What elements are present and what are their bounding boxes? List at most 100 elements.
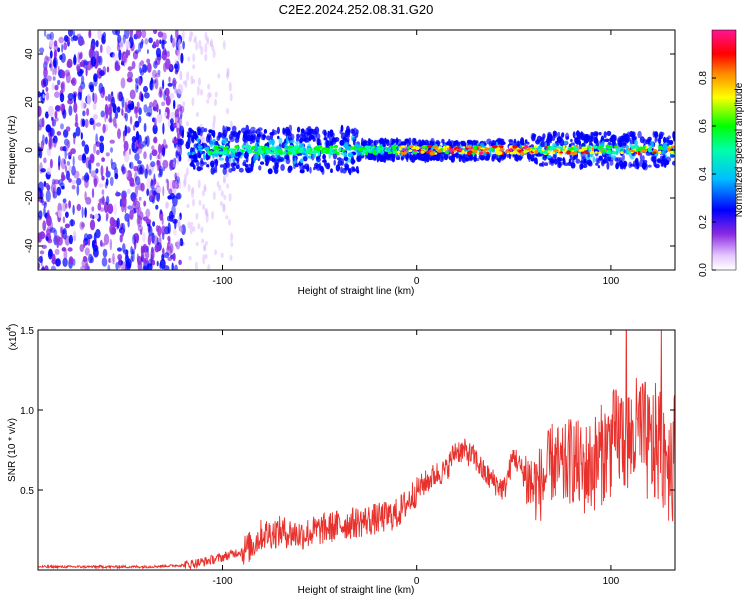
heatmap-blob	[226, 69, 230, 80]
heatmap-blob	[598, 155, 603, 161]
heatmap-blob	[73, 92, 77, 104]
heatmap-blob	[177, 52, 181, 61]
heatmap-blob	[204, 240, 208, 246]
heatmap-blob	[214, 98, 217, 107]
heatmap-blob	[400, 145, 406, 149]
heatmap-blob	[135, 30, 142, 39]
heatmap-blob	[200, 88, 203, 96]
heatmap-blob	[163, 90, 166, 101]
heatmap-blob	[40, 197, 44, 204]
heatmap-blob	[191, 162, 195, 168]
heatmap-blob	[84, 191, 87, 201]
heatmap-blob	[146, 58, 151, 64]
heatmap-blob	[391, 149, 395, 152]
heatmap-blob	[222, 129, 228, 138]
heatmap-blob	[462, 146, 466, 149]
heatmap-blob	[93, 175, 99, 185]
spectrogram-x-tick-label: 0	[414, 276, 420, 287]
heatmap-blob	[252, 130, 257, 134]
heatmap-blob	[90, 38, 96, 51]
heatmap-blob	[303, 163, 310, 170]
heatmap-blob	[253, 133, 256, 140]
heatmap-blob	[570, 151, 573, 156]
heatmap-blob	[135, 200, 141, 210]
heatmap-blob	[603, 148, 607, 151]
heatmap-blob	[559, 151, 564, 154]
heatmap-blob	[179, 226, 183, 232]
heatmap-blob	[192, 131, 197, 135]
heatmap-blob	[535, 139, 541, 145]
heatmap-blob	[421, 139, 425, 146]
heatmap-blob	[61, 185, 65, 190]
heatmap-blob	[292, 154, 295, 162]
heatmap-blob	[546, 138, 550, 143]
snr-y-tick-label: 0.5	[20, 486, 34, 497]
heatmap-blob	[138, 78, 142, 86]
heatmap-blob	[408, 137, 412, 146]
heatmap-blob	[220, 252, 224, 258]
heatmap-blob	[458, 148, 464, 151]
heatmap-blob	[143, 200, 147, 207]
heatmap-blob	[137, 206, 142, 214]
snr-scale-label: (x104)	[6, 324, 19, 351]
heatmap-blob	[127, 66, 133, 71]
heatmap-blob	[606, 130, 612, 137]
heatmap-blob	[627, 148, 630, 151]
heatmap-blob	[494, 153, 498, 160]
heatmap-blob	[196, 85, 200, 96]
heatmap-blob	[59, 92, 65, 103]
heatmap-blob	[232, 158, 236, 162]
heatmap-blob	[605, 150, 612, 155]
heatmap-blob	[119, 234, 123, 243]
heatmap-blob	[597, 146, 603, 149]
heatmap-blob	[343, 156, 349, 161]
heatmap-blob	[72, 30, 76, 38]
heatmap-blob	[195, 41, 199, 51]
snr-y-tick-label: 1.5	[20, 326, 34, 337]
heatmap-blob	[80, 265, 87, 270]
heatmap-blob	[204, 253, 208, 260]
heatmap-blob	[470, 154, 474, 160]
heatmap-blob	[51, 138, 56, 143]
heatmap-blob	[150, 248, 155, 260]
heatmap-blob	[483, 156, 488, 160]
heatmap-blob	[97, 202, 102, 211]
heatmap-blob	[172, 139, 178, 144]
heatmap-blob	[593, 138, 599, 144]
heatmap-blob	[303, 132, 309, 137]
heatmap-blob	[329, 129, 334, 137]
heatmap-blob	[519, 138, 525, 146]
heatmap-blob	[115, 262, 119, 270]
heatmap-blob	[144, 38, 149, 45]
heatmap-blob	[500, 148, 505, 151]
heatmap-blob	[54, 111, 58, 119]
heatmap-blob	[210, 162, 215, 168]
heatmap-blob	[47, 238, 53, 244]
heatmap-blob	[133, 200, 137, 207]
heatmap-blob	[67, 140, 71, 149]
heatmap-blob	[314, 162, 319, 169]
heatmap-blob	[570, 138, 573, 143]
heatmap-blob	[134, 153, 140, 162]
heatmap-blob	[142, 243, 148, 251]
heatmap-blob	[262, 146, 266, 149]
heatmap-blob	[44, 30, 47, 37]
heatmap-blob	[71, 165, 76, 176]
heatmap-blob	[400, 156, 404, 161]
heatmap-blob	[120, 52, 127, 64]
heatmap-blob	[662, 149, 667, 154]
heatmap-blob	[386, 147, 391, 151]
heatmap-blob	[278, 137, 283, 145]
heatmap-blob	[98, 55, 103, 66]
heatmap-blob	[43, 67, 48, 79]
heatmap-blob	[162, 79, 165, 90]
heatmap-blob	[560, 135, 564, 139]
heatmap-blob	[45, 86, 49, 92]
heatmap-blob	[86, 93, 92, 105]
heatmap-blob	[101, 35, 106, 45]
heatmap-blob	[299, 169, 305, 174]
heatmap-blob	[216, 148, 221, 151]
heatmap-blob	[134, 120, 140, 128]
heatmap-blob	[173, 36, 177, 44]
heatmap-blob	[76, 203, 82, 212]
